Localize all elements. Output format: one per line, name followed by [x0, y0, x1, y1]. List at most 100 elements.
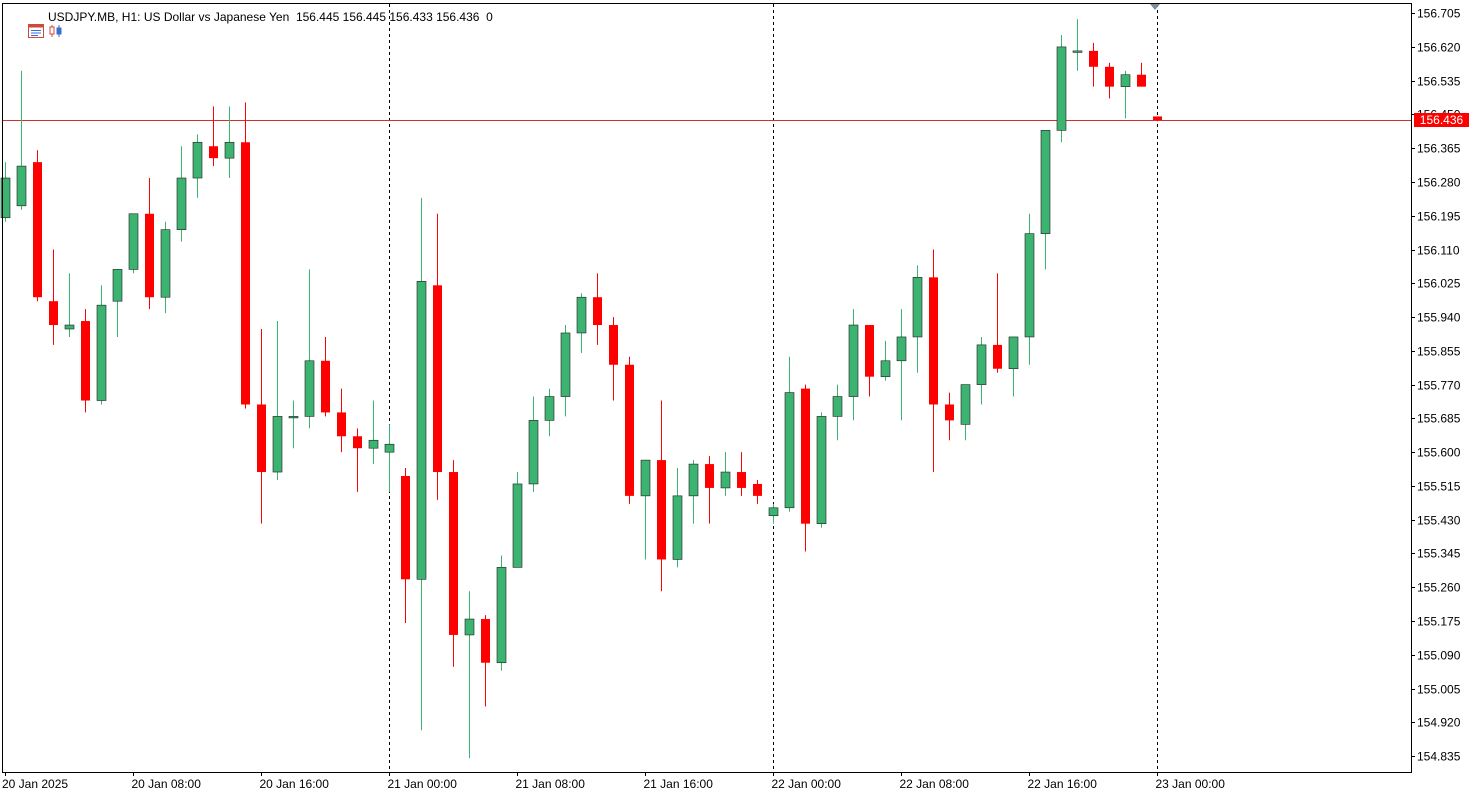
candle-body	[1089, 50, 1098, 67]
bullish-candle[interactable]	[272, 321, 283, 480]
bullish-candle[interactable]	[416, 197, 427, 731]
time-tick-label: 22 Jan 16:00	[1028, 777, 1098, 791]
candle-body	[720, 471, 731, 489]
price-tick-label: 155.005	[1417, 683, 1461, 697]
candle-body	[865, 325, 874, 377]
price-tick-label: 155.345	[1417, 547, 1461, 561]
price-axis[interactable]: 156.705156.620156.535156.450156.365156.2…	[1411, 7, 1461, 764]
bearish-candle[interactable]	[401, 468, 410, 624]
bullish-candle[interactable]	[112, 269, 123, 337]
bearish-candle[interactable]	[481, 615, 490, 707]
bearish-candle[interactable]	[449, 460, 458, 667]
bearish-candle[interactable]	[33, 150, 42, 302]
bullish-candle[interactable]	[720, 452, 731, 496]
bearish-candle[interactable]	[353, 428, 362, 492]
time-tick-label: 21 Jan 16:00	[644, 777, 714, 791]
bearish-candle[interactable]	[241, 102, 250, 409]
bearish-candle[interactable]	[49, 249, 58, 345]
bullish-candle[interactable]	[464, 591, 475, 759]
bullish-candle[interactable]	[1056, 34, 1067, 143]
candle-body	[1137, 74, 1146, 87]
price-tick-label: 155.940	[1417, 311, 1461, 325]
time-axis[interactable]: 20 Jan 2025 20 Jan 08:00 20 Jan 16:00 21 Ja…	[2, 772, 1225, 791]
candles-toggle-icon[interactable]	[28, 10, 62, 37]
bullish-candle[interactable]	[192, 134, 203, 198]
bullish-candle[interactable]	[768, 503, 779, 524]
bearish-candle[interactable]	[625, 356, 634, 504]
bullish-candle[interactable]	[896, 309, 907, 421]
bearish-candle[interactable]	[593, 273, 602, 345]
candles-group[interactable]	[0, 19, 1162, 759]
candle-body	[784, 392, 795, 509]
bearish-candle[interactable]	[1137, 62, 1146, 87]
bullish-candle[interactable]	[912, 265, 923, 373]
bullish-candle[interactable]	[576, 293, 587, 353]
bullish-candle[interactable]	[1040, 130, 1051, 270]
candle-body	[209, 146, 218, 159]
bullish-candle[interactable]	[368, 400, 379, 465]
bullish-candle[interactable]	[1024, 213, 1035, 365]
bullish-candle[interactable]	[224, 106, 235, 179]
bullish-candle[interactable]	[128, 213, 139, 274]
bearish-candle[interactable]	[865, 325, 874, 397]
bullish-candle[interactable]	[304, 269, 315, 429]
bullish-candle[interactable]	[976, 336, 987, 405]
bearish-candle[interactable]	[657, 400, 666, 592]
bullish-candle[interactable]	[672, 468, 683, 568]
bearish-candle[interactable]	[145, 178, 154, 310]
bullish-candle[interactable]	[176, 146, 187, 242]
candle-body	[737, 472, 746, 488]
chart-shift-marker-icon[interactable]	[1150, 4, 1160, 10]
bullish-candle[interactable]	[96, 285, 107, 405]
bullish-candle[interactable]	[528, 396, 539, 492]
bullish-candle[interactable]	[288, 400, 299, 449]
bullish-candle[interactable]	[1120, 70, 1131, 119]
bullish-candle[interactable]	[384, 424, 395, 492]
bullish-candle[interactable]	[816, 412, 827, 528]
bullish-candle[interactable]	[640, 459, 651, 560]
bullish-candle[interactable]	[560, 325, 571, 417]
bullish-candle[interactable]	[688, 460, 699, 524]
time-tick-label: 21 Jan 08:00	[516, 777, 586, 791]
bullish-candle[interactable]	[832, 384, 843, 441]
bearish-candle[interactable]	[1153, 116, 1162, 122]
bearish-candle[interactable]	[257, 328, 266, 524]
bullish-candle[interactable]	[848, 309, 859, 421]
bullish-candle[interactable]	[544, 388, 555, 437]
bearish-candle[interactable]	[609, 317, 618, 401]
bullish-candle[interactable]	[880, 340, 891, 381]
candle-body	[160, 229, 171, 298]
bearish-candle[interactable]	[801, 384, 810, 552]
candle-body	[512, 483, 523, 568]
chart-window-icon[interactable]	[8, 10, 45, 38]
bearish-candle[interactable]	[1105, 62, 1114, 99]
bullish-candle[interactable]	[0, 162, 11, 222]
bullish-candle[interactable]	[64, 273, 75, 337]
bearish-candle[interactable]	[993, 273, 1002, 373]
candle-body	[368, 439, 379, 449]
bullish-candle[interactable]	[1072, 19, 1083, 71]
bullish-candle[interactable]	[960, 384, 971, 441]
bullish-candle[interactable]	[160, 221, 171, 314]
candle-body	[929, 277, 938, 405]
bearish-candle[interactable]	[209, 106, 218, 167]
bearish-candle[interactable]	[337, 388, 346, 453]
bearish-candle[interactable]	[705, 456, 714, 524]
bullish-candle[interactable]	[496, 555, 507, 671]
bullish-candle[interactable]	[784, 356, 795, 512]
bearish-candle[interactable]	[1089, 42, 1098, 87]
candle-body	[640, 459, 651, 497]
bullish-candle[interactable]	[512, 472, 523, 568]
bullish-candle[interactable]	[1008, 336, 1019, 397]
bearish-candle[interactable]	[929, 249, 938, 473]
bearish-candle[interactable]	[945, 392, 954, 441]
bearish-candle[interactable]	[81, 309, 90, 413]
price-tick-label: 155.855	[1417, 345, 1461, 359]
bearish-candle[interactable]	[737, 452, 746, 496]
bullish-candle[interactable]	[16, 70, 27, 210]
bearish-candle[interactable]	[433, 213, 442, 500]
bearish-candle[interactable]	[321, 336, 330, 417]
bearish-candle[interactable]	[753, 479, 762, 504]
